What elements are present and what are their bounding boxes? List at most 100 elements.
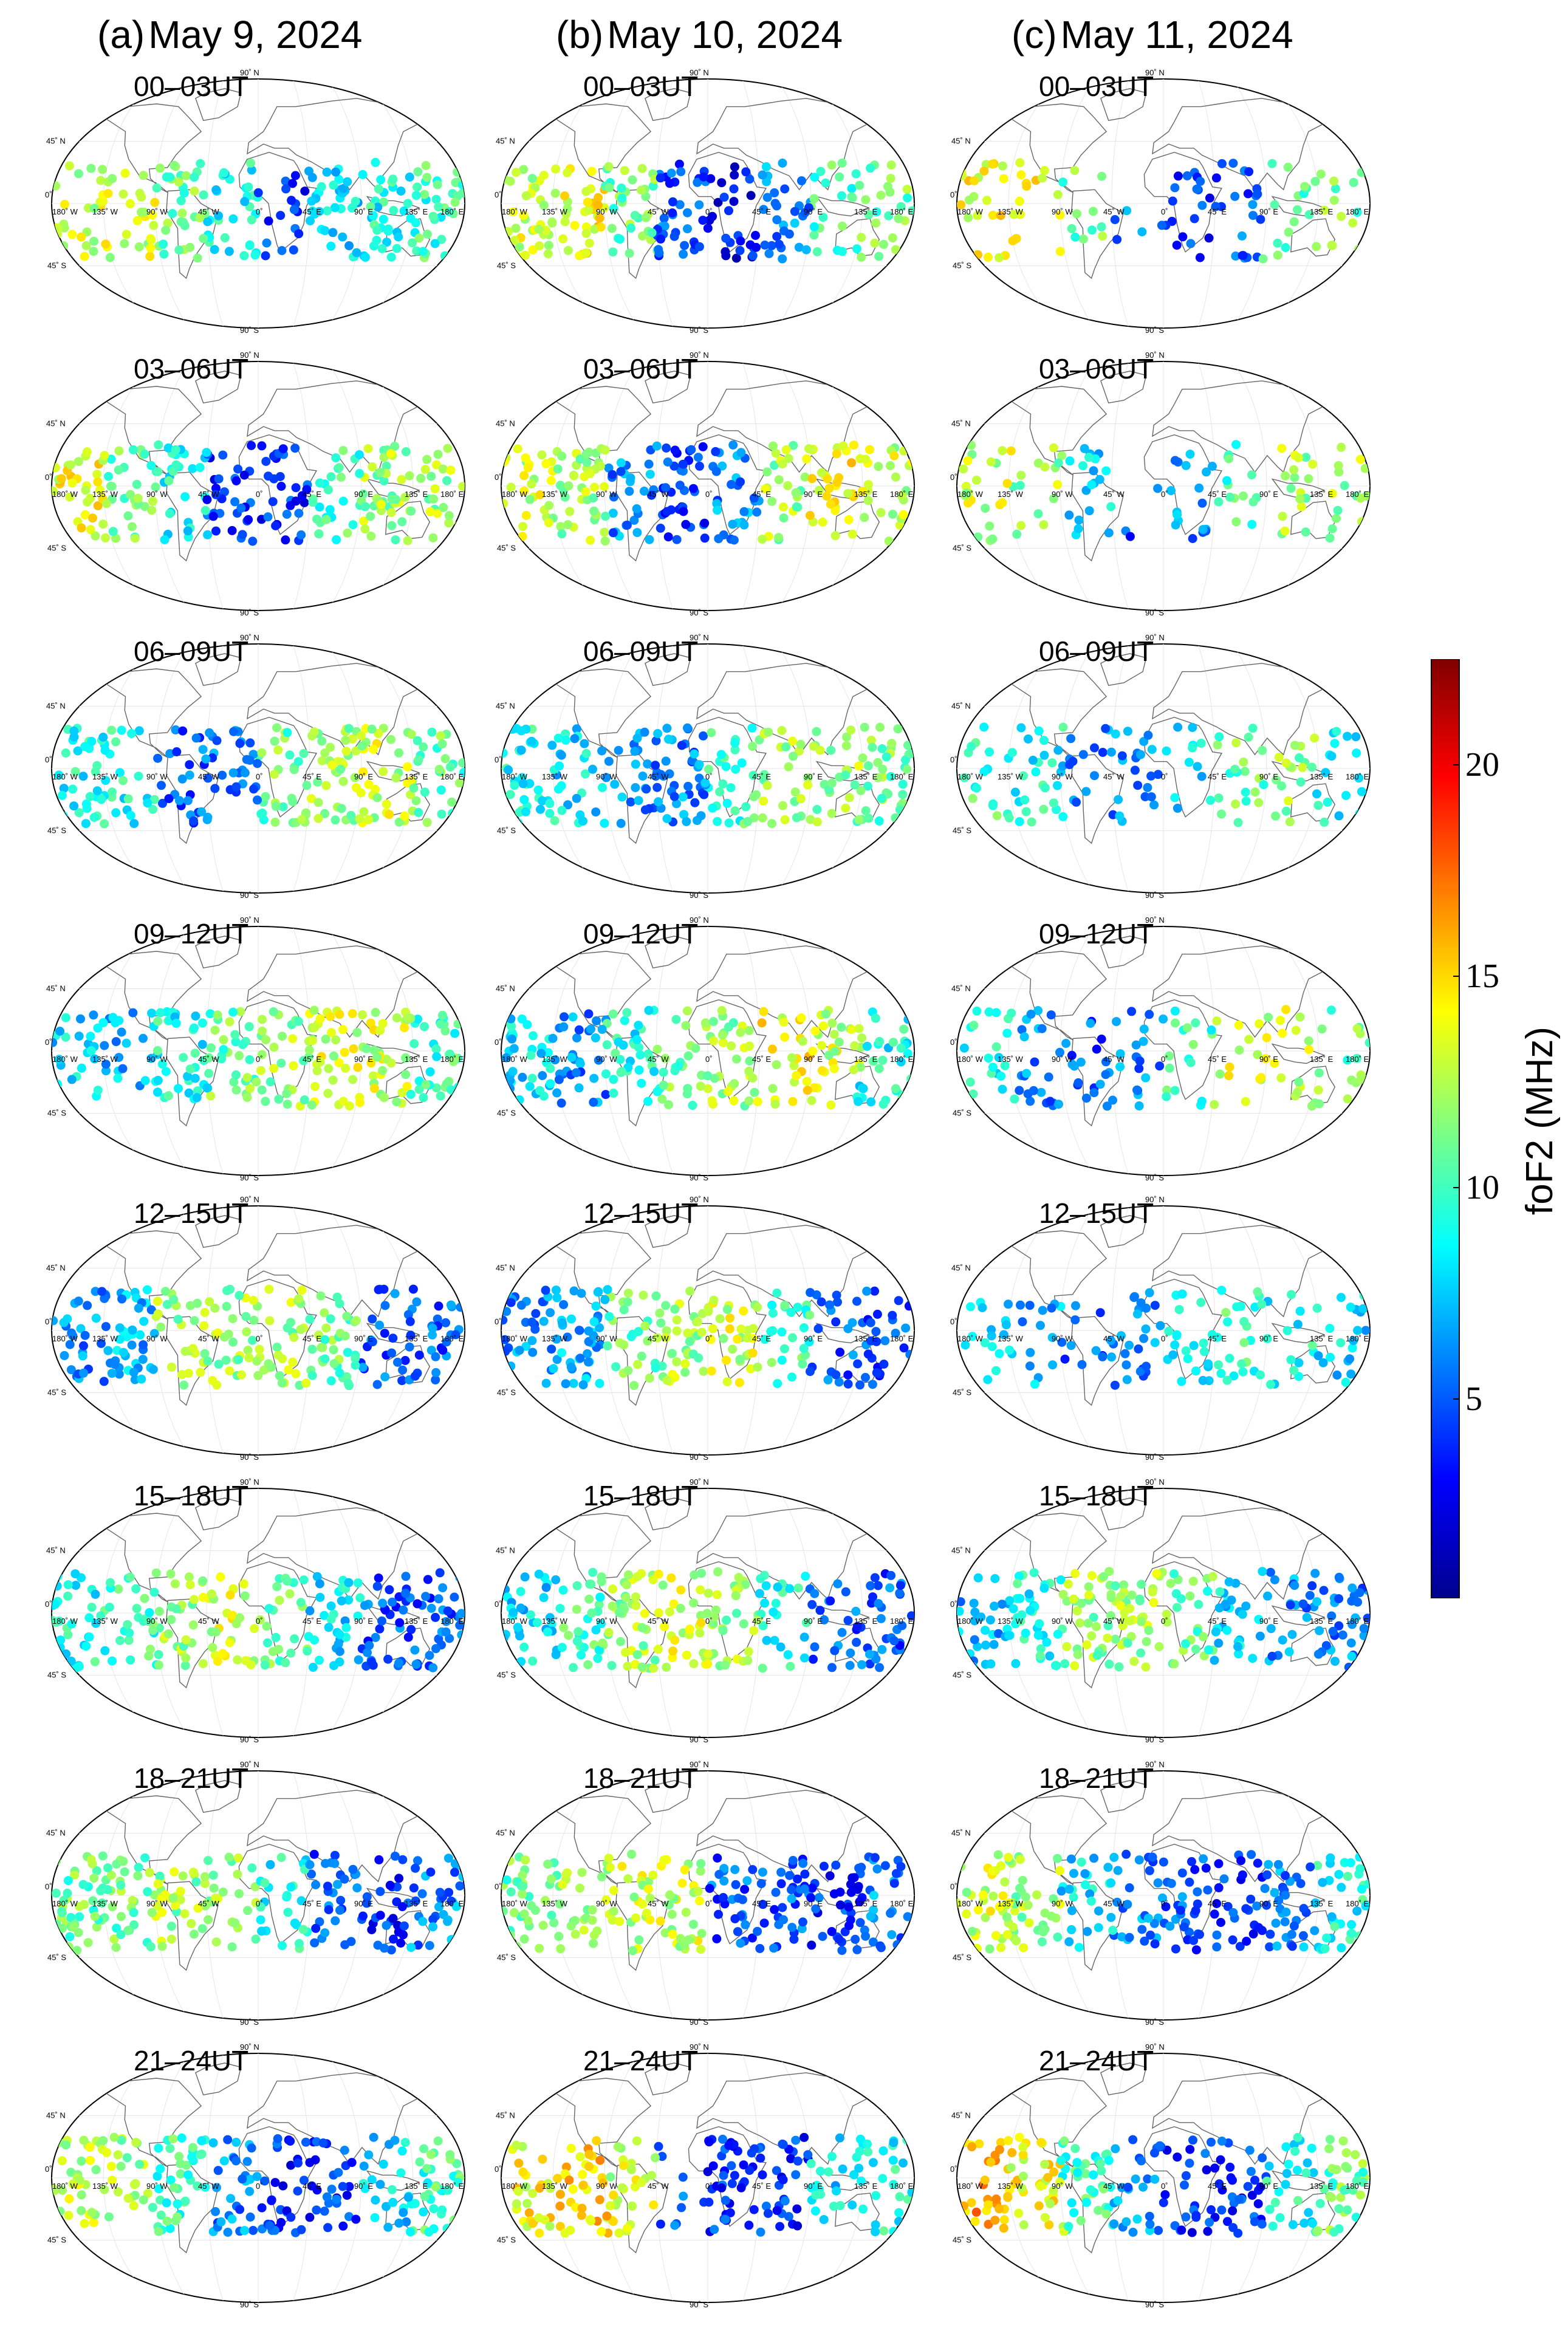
foF2-point	[594, 200, 603, 210]
foF2-point	[392, 244, 402, 253]
foF2-point	[264, 1604, 274, 1614]
foF2-point	[521, 807, 530, 816]
time-slot-label: 21–24UT	[134, 2045, 248, 2076]
foF2-points	[501, 1567, 914, 1673]
foF2-point	[899, 816, 909, 826]
foF2-point	[265, 1077, 275, 1087]
foF2-point	[1258, 745, 1267, 755]
foF2-point	[1244, 167, 1254, 177]
foF2-point	[347, 2158, 357, 2168]
foF2-point	[174, 1084, 183, 1094]
foF2-point	[115, 1335, 125, 1344]
foF2-point	[730, 2171, 739, 2180]
foF2-point	[518, 522, 528, 532]
foF2-point	[180, 2196, 190, 2206]
foF2-point	[555, 2222, 565, 2231]
foF2-point	[128, 1895, 137, 1905]
map-axis-label: 45˚ W	[1103, 207, 1125, 216]
foF2-point	[689, 1598, 699, 1608]
foF2-point	[827, 1663, 837, 1672]
foF2-point	[538, 1920, 548, 1930]
foF2-point	[328, 228, 338, 238]
continent-south-america	[166, 1881, 219, 1971]
map-axis-label: 0˚	[45, 473, 52, 482]
map-axis-label: 180˚ E	[440, 490, 464, 499]
foF2-point	[713, 1567, 723, 1576]
foF2-point	[137, 192, 146, 202]
foF2-point	[879, 239, 888, 249]
map-axis-label: 45˚ W	[198, 490, 219, 499]
foF2-point	[312, 2185, 322, 2195]
foF2-point	[129, 1920, 139, 1929]
foF2-point	[353, 1611, 363, 1621]
foF2-point	[344, 1595, 354, 1605]
foF2-point	[777, 726, 787, 735]
time-slot-label: 00–03UT	[1039, 70, 1154, 102]
foF2-point	[355, 814, 365, 824]
foF2-point	[334, 1058, 344, 1067]
foF2-point	[852, 1945, 862, 1954]
foF2-point	[97, 1339, 106, 1348]
foF2-point	[219, 1035, 228, 1044]
foF2-point	[779, 513, 789, 523]
foF2-point	[535, 176, 544, 186]
foF2-point	[690, 1570, 699, 1580]
foF2-point	[63, 1591, 73, 1601]
foF2-point	[863, 2139, 872, 2149]
foF2-point	[768, 1084, 778, 1094]
map-axis-label: 90˚ N	[240, 68, 259, 77]
foF2-point	[294, 229, 304, 239]
foF2-point	[602, 2211, 612, 2221]
foF2-point	[617, 2183, 627, 2192]
foF2-point	[746, 191, 756, 200]
foF2-point	[99, 1377, 109, 1386]
foF2-point	[774, 475, 784, 485]
foF2-point	[1196, 738, 1206, 748]
map-axis-label: 0˚	[1161, 490, 1168, 499]
foF2-point	[197, 1039, 207, 1049]
foF2-point	[425, 1651, 434, 1660]
foF2-point	[767, 1358, 776, 1367]
foF2-point	[847, 458, 857, 468]
foF2-point	[841, 770, 851, 780]
foF2-points	[501, 1849, 912, 1956]
foF2-point	[637, 2178, 646, 2188]
foF2-point	[347, 1009, 357, 1018]
foF2-point	[559, 1623, 569, 1632]
foF2-point	[580, 739, 589, 748]
foF2-point	[299, 748, 309, 758]
foF2-point	[290, 443, 300, 453]
foF2-point	[1049, 443, 1058, 453]
foF2-point	[643, 1097, 653, 1106]
foF2-point	[1053, 458, 1063, 468]
foF2-point	[1193, 762, 1202, 772]
foF2-point	[293, 1016, 303, 1026]
foF2-point	[907, 1611, 914, 1621]
foF2-point	[91, 1589, 100, 1599]
foF2-point	[326, 1376, 336, 1386]
foF2-point	[451, 178, 460, 187]
foF2-point	[1012, 529, 1022, 539]
continent-south-america	[615, 1036, 668, 1127]
foF2-point	[895, 1589, 905, 1598]
foF2-point	[770, 1905, 779, 1914]
foF2-point	[1078, 234, 1088, 244]
foF2-point	[273, 745, 283, 755]
foF2-point	[775, 2222, 785, 2231]
foF2-point	[903, 2194, 913, 2204]
foF2-point	[1157, 221, 1166, 230]
foF2-point	[228, 214, 238, 224]
foF2-point	[230, 1030, 240, 1039]
foF2-point	[188, 1620, 198, 1630]
foF2-point	[819, 2215, 829, 2225]
foF2-point	[1022, 182, 1032, 191]
foF2-point	[595, 1378, 604, 1388]
foF2-point	[125, 199, 135, 208]
foF2-point	[787, 1923, 797, 1932]
foF2-point	[74, 457, 83, 467]
foF2-point	[625, 248, 634, 258]
foF2-point	[309, 727, 319, 737]
map-axis-label: 90˚ W	[596, 1899, 617, 1908]
foF2-point	[819, 1861, 829, 1871]
foF2-point	[128, 1325, 137, 1335]
